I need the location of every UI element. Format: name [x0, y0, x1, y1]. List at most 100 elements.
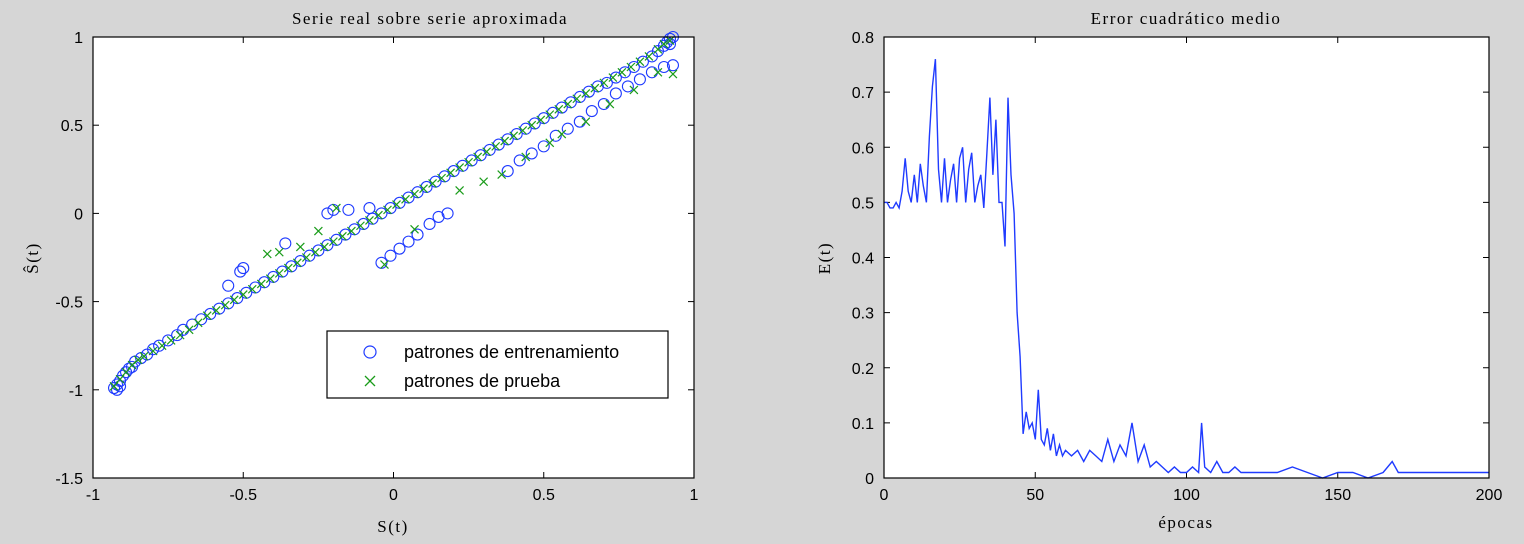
train-point [561, 122, 574, 135]
y-tick-label: 0.5 [61, 118, 83, 135]
test-point [365, 216, 374, 225]
y-tick-label: 0 [74, 206, 83, 223]
train-point [621, 80, 634, 93]
x-tick-label: 1 [690, 487, 699, 504]
test-point [500, 136, 510, 146]
x-tick-label: 100 [1173, 487, 1200, 504]
test-point [545, 138, 555, 148]
y-tick-label: -1 [69, 383, 83, 400]
train-point [411, 228, 424, 241]
y-tick-label: 0 [865, 471, 874, 488]
test-point [115, 374, 125, 384]
test-point [265, 274, 275, 284]
legend-box [326, 330, 669, 399]
test-point [509, 131, 519, 141]
test-point [202, 311, 212, 321]
error-ticks: 0 50 100 150 200 0 0.1 0.2 0.3 0.4 0.5 0.6 0.7 0.8 [852, 30, 1503, 504]
scatter-legend: patrones de entrenamiento patrones de pr… [326, 330, 669, 399]
x-tick-label: -0.5 [229, 487, 257, 504]
train-point [501, 165, 514, 178]
test-point [497, 170, 507, 180]
test-point [133, 355, 143, 365]
train-point [186, 318, 199, 331]
test-point [247, 284, 257, 294]
y-tick-label: 0.2 [852, 361, 874, 378]
test-point [473, 152, 483, 162]
test-point [629, 85, 639, 95]
test-point [464, 157, 474, 167]
test-point [437, 173, 447, 183]
train-point [384, 249, 397, 262]
test-point [283, 263, 293, 273]
test-point [419, 184, 428, 194]
test-point [668, 69, 678, 79]
train-point [123, 362, 136, 375]
train-point [633, 73, 646, 86]
test-point [175, 330, 185, 340]
scatter-marks [107, 30, 680, 396]
test-point [659, 39, 669, 49]
test-point [310, 247, 320, 257]
plot-area-error [884, 37, 1489, 478]
train-point [195, 313, 208, 326]
train-point [609, 87, 622, 100]
test-point [383, 205, 392, 215]
train-point [162, 334, 175, 347]
test-point [608, 73, 618, 82]
test-point [401, 194, 410, 204]
train-point [537, 140, 550, 153]
train-point [234, 265, 247, 278]
train-point [107, 381, 121, 395]
train-point [609, 71, 622, 84]
test-point [590, 83, 600, 93]
y-tick-label: 0.4 [852, 251, 874, 268]
test-point [635, 57, 645, 67]
train-point [549, 129, 562, 142]
test-point [211, 305, 221, 315]
test-point [482, 147, 492, 157]
scatter-y-axis-label: Ŝ(t) [23, 242, 42, 274]
test-point [410, 224, 419, 234]
train-point [663, 32, 677, 45]
test-point [392, 200, 401, 210]
test-point [292, 258, 302, 268]
test-point [109, 381, 119, 391]
scatter-plot: Serie real sobre serie aproximada S(t) Ŝ… [23, 9, 699, 536]
test-point [554, 104, 564, 114]
train-point [222, 279, 235, 292]
test-point [347, 226, 356, 236]
test-point [581, 89, 591, 98]
train-point [666, 59, 680, 72]
test-point [581, 117, 591, 127]
test-point [521, 152, 531, 162]
error-line-plot: Error cuadrático medio épocas E(t) 0 50 10… [815, 9, 1502, 532]
test-point [563, 99, 573, 109]
train-point [393, 242, 406, 255]
test-point [455, 163, 465, 172]
x-tick-label: -1 [86, 487, 100, 504]
train-point [342, 203, 355, 216]
test-point [157, 341, 167, 351]
legend-marker-x [364, 375, 376, 387]
test-point [262, 249, 272, 259]
train-point [618, 66, 631, 79]
error-title: Error cuadrático medio [1091, 9, 1282, 28]
x-tick-label: 0 [880, 487, 889, 504]
test-point [572, 94, 582, 104]
test-point [319, 242, 329, 252]
train-point [423, 217, 436, 231]
train-point [525, 147, 538, 160]
y-tick-label: 0.5 [852, 195, 874, 212]
scatter-axes-box [92, 36, 695, 479]
test-point [166, 335, 176, 345]
test-point [313, 226, 323, 236]
test-point [626, 62, 636, 72]
test-point [121, 367, 131, 377]
train-point [585, 105, 598, 118]
train-point [513, 154, 526, 167]
train-point [321, 207, 334, 220]
legend-label-test: patrones de prueba [404, 371, 561, 391]
test-point [193, 318, 203, 328]
y-tick-label: 0.1 [852, 416, 874, 433]
